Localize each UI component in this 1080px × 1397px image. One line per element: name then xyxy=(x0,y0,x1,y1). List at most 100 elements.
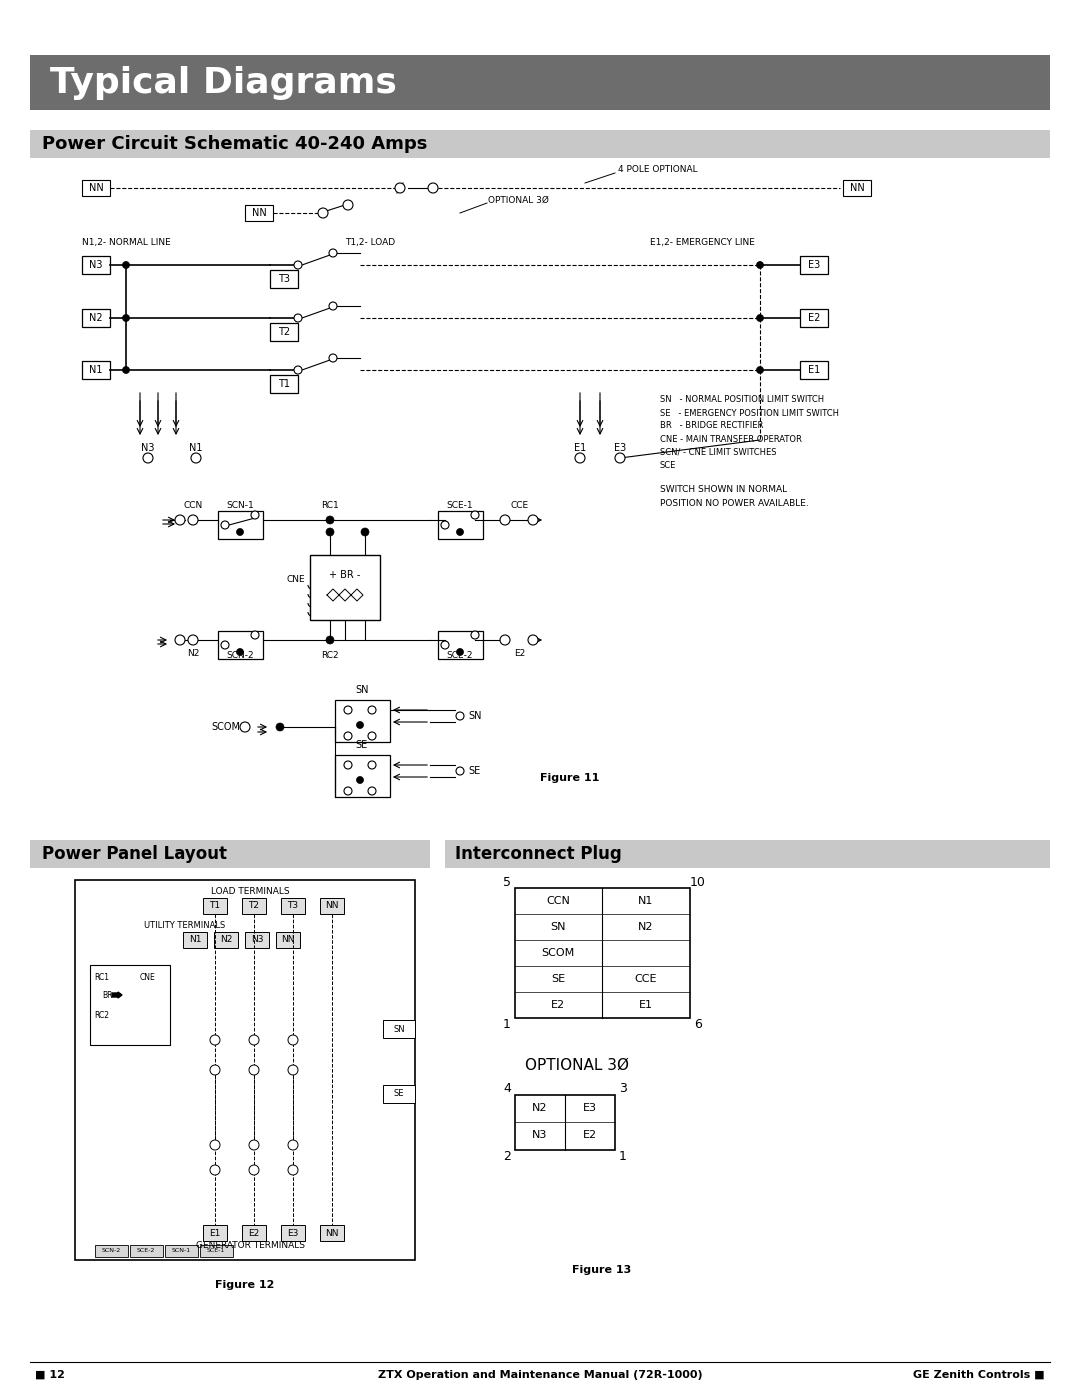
FancyArrow shape xyxy=(112,992,122,997)
Text: E3: E3 xyxy=(613,443,626,453)
Text: NN: NN xyxy=(325,1228,339,1238)
Text: E1,2- EMERGENCY LINE: E1,2- EMERGENCY LINE xyxy=(650,237,755,246)
Circle shape xyxy=(368,761,376,768)
Circle shape xyxy=(356,721,364,728)
Text: SCE-2: SCE-2 xyxy=(447,651,473,661)
Circle shape xyxy=(441,641,449,650)
Circle shape xyxy=(249,1065,259,1076)
Text: NN: NN xyxy=(89,183,104,193)
Text: E1: E1 xyxy=(573,443,586,453)
Text: OPTIONAL 3Ø: OPTIONAL 3Ø xyxy=(525,1058,629,1073)
Text: Figure 11: Figure 11 xyxy=(540,773,599,782)
Text: E2: E2 xyxy=(248,1228,259,1238)
Circle shape xyxy=(122,366,130,373)
Circle shape xyxy=(210,1165,220,1175)
Bar xyxy=(245,932,269,949)
Text: CNE: CNE xyxy=(140,972,156,982)
Circle shape xyxy=(288,1035,298,1045)
Text: T3: T3 xyxy=(287,901,298,911)
Circle shape xyxy=(368,732,376,740)
Circle shape xyxy=(251,511,259,520)
Text: T1,2- LOAD: T1,2- LOAD xyxy=(345,237,395,246)
Circle shape xyxy=(326,528,334,536)
Circle shape xyxy=(210,1035,220,1045)
Text: E1: E1 xyxy=(639,1000,653,1010)
Circle shape xyxy=(528,515,538,525)
Text: Typical Diagrams: Typical Diagrams xyxy=(50,66,396,101)
Text: Interconnect Plug: Interconnect Plug xyxy=(455,845,622,863)
Circle shape xyxy=(500,515,510,525)
Text: UTILITY TERMINALS: UTILITY TERMINALS xyxy=(145,922,226,930)
Bar xyxy=(130,1245,163,1257)
Text: E2: E2 xyxy=(583,1130,597,1140)
Text: 4 POLE OPTIONAL: 4 POLE OPTIONAL xyxy=(618,165,698,175)
Text: CCN: CCN xyxy=(184,502,203,510)
Text: OPTIONAL 3Ø: OPTIONAL 3Ø xyxy=(488,196,549,204)
Text: E1: E1 xyxy=(808,365,820,374)
Text: E2: E2 xyxy=(808,313,820,323)
Text: 3: 3 xyxy=(619,1083,626,1095)
Text: E3: E3 xyxy=(583,1104,597,1113)
Text: SCE-1: SCE-1 xyxy=(447,502,473,510)
Circle shape xyxy=(500,636,510,645)
Circle shape xyxy=(188,636,198,645)
Circle shape xyxy=(345,761,352,768)
Circle shape xyxy=(471,511,480,520)
Text: GENERATOR TERMINALS: GENERATOR TERMINALS xyxy=(195,1241,305,1249)
Bar xyxy=(82,256,110,274)
Bar xyxy=(183,932,207,949)
Text: GE Zenith Controls ■: GE Zenith Controls ■ xyxy=(914,1370,1045,1380)
Bar xyxy=(95,1245,129,1257)
Text: POSITION NO POWER AVAILABLE.: POSITION NO POWER AVAILABLE. xyxy=(660,499,809,507)
Text: T1: T1 xyxy=(210,901,220,911)
Circle shape xyxy=(615,453,625,462)
Text: RC1: RC1 xyxy=(94,972,109,982)
Bar xyxy=(843,180,870,196)
Bar xyxy=(30,130,1050,158)
Circle shape xyxy=(345,705,352,714)
Bar xyxy=(270,270,298,288)
Circle shape xyxy=(191,453,201,462)
Circle shape xyxy=(294,314,302,321)
Circle shape xyxy=(329,302,337,310)
Bar xyxy=(165,1245,198,1257)
Text: RC1: RC1 xyxy=(321,502,339,510)
Circle shape xyxy=(756,261,764,268)
Text: SCN-1: SCN-1 xyxy=(226,502,254,510)
Text: E3: E3 xyxy=(808,260,820,270)
Text: SN: SN xyxy=(550,922,566,932)
Bar xyxy=(82,180,110,196)
Circle shape xyxy=(240,722,249,732)
Text: CNE - MAIN TRANSFER OPERATOR: CNE - MAIN TRANSFER OPERATOR xyxy=(660,434,801,443)
Circle shape xyxy=(756,314,764,321)
Circle shape xyxy=(456,712,464,719)
Bar xyxy=(270,323,298,341)
Circle shape xyxy=(356,777,364,784)
Bar xyxy=(383,1085,415,1104)
Text: ■ 12: ■ 12 xyxy=(35,1370,65,1380)
Text: E1: E1 xyxy=(210,1228,220,1238)
Circle shape xyxy=(326,636,334,644)
Text: ZTX Operation and Maintenance Manual (72R-1000): ZTX Operation and Maintenance Manual (72… xyxy=(378,1370,702,1380)
Text: T2: T2 xyxy=(278,327,291,337)
Circle shape xyxy=(329,249,337,257)
Text: 4: 4 xyxy=(503,1083,511,1095)
Bar xyxy=(383,1020,415,1038)
Circle shape xyxy=(221,521,229,529)
Text: N2: N2 xyxy=(90,313,103,323)
Text: SN   - NORMAL POSITION LIMIT SWITCH: SN - NORMAL POSITION LIMIT SWITCH xyxy=(660,395,824,405)
Text: N3: N3 xyxy=(90,260,103,270)
Bar xyxy=(218,631,264,659)
Bar xyxy=(245,205,273,221)
Text: T3: T3 xyxy=(278,274,291,284)
Circle shape xyxy=(175,515,185,525)
Text: SE: SE xyxy=(468,766,481,775)
Bar xyxy=(320,1225,345,1241)
Text: CCE: CCE xyxy=(511,502,529,510)
Bar xyxy=(281,1225,305,1241)
Circle shape xyxy=(428,183,438,193)
Text: N2: N2 xyxy=(220,936,232,944)
Text: E2: E2 xyxy=(514,650,526,658)
Circle shape xyxy=(188,515,198,525)
Text: Figure 13: Figure 13 xyxy=(572,1266,632,1275)
